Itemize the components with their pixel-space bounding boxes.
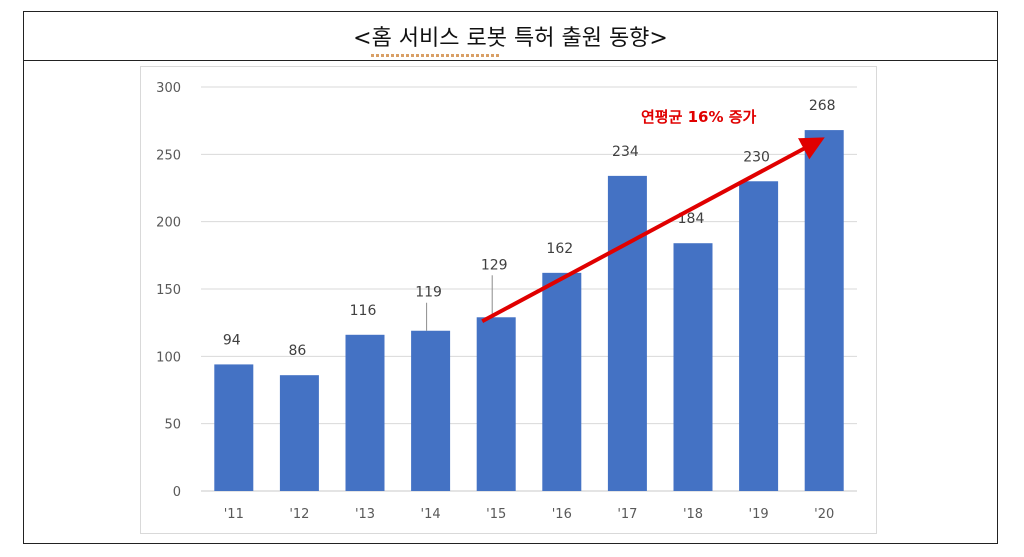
- x-tick-label: '13: [355, 507, 375, 522]
- x-tick-label: '12: [289, 507, 309, 522]
- data-label: 129: [481, 257, 508, 273]
- data-label: 94: [223, 332, 241, 348]
- x-tick-label: '16: [552, 507, 572, 522]
- bar: [214, 364, 254, 491]
- bar: [804, 130, 844, 492]
- chart-title: <홈 서비스 로봇 특허 출원 동향>: [353, 20, 668, 57]
- y-tick-label: 300: [156, 81, 181, 96]
- bar: [476, 317, 516, 491]
- x-tick-label: '15: [486, 507, 506, 522]
- data-label: 184: [678, 211, 705, 227]
- chart-title-text: <홈 서비스 로봇 특허 출원 동향>: [353, 26, 668, 51]
- data-label: 230: [743, 149, 770, 165]
- bar: [542, 272, 582, 491]
- data-label: 162: [546, 241, 573, 257]
- bar: [411, 330, 451, 491]
- x-tick-label: '18: [683, 507, 703, 522]
- data-label: 234: [612, 144, 639, 160]
- data-label: 116: [350, 303, 377, 319]
- x-tick-label: '14: [421, 507, 441, 522]
- x-tick-label: '20: [814, 507, 834, 522]
- y-tick-label: 150: [156, 283, 181, 298]
- x-tick-label: '19: [749, 507, 769, 522]
- bar-chart: 0 50 100 150 200 250 300 '11 '12 '13 '14 '15 '16 '17 '…: [156, 81, 857, 522]
- chart-frame: <홈 서비스 로봇 특허 출원 동향>: [23, 11, 998, 544]
- y-tick-label: 50: [164, 418, 181, 433]
- y-tick-label: 0: [173, 485, 181, 500]
- x-tick-label: '17: [617, 507, 637, 522]
- bar: [739, 181, 779, 491]
- bar: [673, 243, 713, 491]
- data-label: 268: [809, 98, 836, 114]
- annotation-label: 연평균 16% 증가: [641, 108, 757, 126]
- y-tick-label: 250: [156, 148, 181, 163]
- x-tick-label: '11: [224, 507, 244, 522]
- y-tick-label: 200: [156, 216, 181, 231]
- data-label: 119: [415, 285, 442, 301]
- trend-arrow: [481, 137, 825, 324]
- bar: [607, 175, 647, 491]
- chart-panel: 0 50 100 150 200 250 300 '11 '12 '13 '14 '15 '16 '17 '…: [140, 66, 877, 534]
- spellcheck-underline: [371, 54, 502, 57]
- bar: [345, 334, 385, 491]
- bar: [279, 375, 319, 491]
- title-row: <홈 서비스 로봇 특허 출원 동향>: [24, 12, 997, 61]
- y-tick-label: 100: [156, 350, 181, 365]
- data-label: 86: [288, 343, 306, 359]
